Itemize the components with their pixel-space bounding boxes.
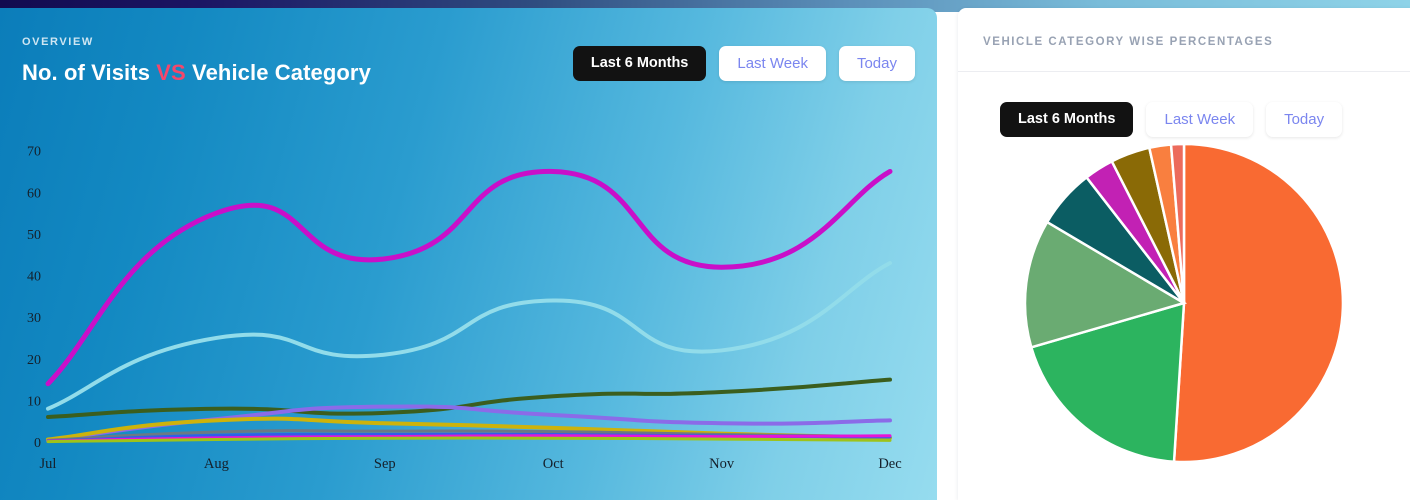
pie-chart-area bbox=[958, 140, 1410, 480]
svg-text:70: 70 bbox=[27, 145, 41, 160]
right-range-today-button[interactable]: Today bbox=[1266, 102, 1343, 138]
line-series-1 bbox=[45, 168, 893, 387]
line-chart-svg: 0 10 20 30 40 50 60 70 Jul Aug Sep Oct Nov Dec bbox=[27, 145, 902, 472]
left-range-last-6-months-button[interactable]: Last 6 Months bbox=[572, 46, 707, 81]
pie-slice-2[interactable] bbox=[1029, 301, 1186, 464]
svg-text:40: 40 bbox=[27, 270, 41, 285]
title-part-two: Vehicle Category bbox=[192, 60, 371, 85]
pie-chart-svg bbox=[1023, 142, 1345, 464]
overview-label: OVERVIEW bbox=[22, 36, 94, 48]
line-series-group bbox=[45, 168, 893, 444]
vehicle-category-percentages-card: VEHICLE CATEGORY WISE PERCENTAGES Last 6… bbox=[958, 8, 1410, 500]
svg-text:Oct: Oct bbox=[543, 456, 564, 472]
svg-text:0: 0 bbox=[34, 436, 41, 451]
page-title: No. of Visits VS Vehicle Category bbox=[22, 60, 371, 86]
line-series-9 bbox=[46, 436, 892, 444]
svg-text:Sep: Sep bbox=[374, 456, 396, 472]
pie-slice-group bbox=[1023, 142, 1345, 464]
svg-text:20: 20 bbox=[27, 353, 41, 368]
line-series-8 bbox=[46, 434, 892, 443]
svg-text:50: 50 bbox=[27, 228, 41, 243]
svg-text:Nov: Nov bbox=[709, 456, 735, 472]
svg-text:Jul: Jul bbox=[40, 456, 57, 472]
pie-slice-1[interactable] bbox=[1172, 142, 1345, 464]
svg-text:Aug: Aug bbox=[204, 456, 229, 472]
left-range-today-button[interactable]: Today bbox=[838, 46, 915, 82]
right-range-button-group: Last 6 Months Last Week Today bbox=[1000, 102, 1343, 138]
x-axis-tick-labels: Jul Aug Sep Oct Nov Dec bbox=[40, 456, 902, 472]
line-series-6 bbox=[46, 429, 892, 442]
svg-text:30: 30 bbox=[27, 311, 41, 326]
svg-text:Dec: Dec bbox=[878, 456, 901, 472]
title-part-one: No. of Visits bbox=[22, 60, 151, 85]
right-card-header: VEHICLE CATEGORY WISE PERCENTAGES bbox=[958, 8, 1410, 72]
svg-text:10: 10 bbox=[27, 394, 41, 409]
visits-vs-vehicle-category-card: OVERVIEW No. of Visits VS Vehicle Catego… bbox=[0, 8, 937, 500]
right-card-title: VEHICLE CATEGORY WISE PERCENTAGES bbox=[983, 36, 1274, 48]
right-range-last-week-button[interactable]: Last Week bbox=[1146, 102, 1254, 138]
pie-slice-3[interactable] bbox=[1023, 220, 1188, 349]
svg-text:60: 60 bbox=[27, 186, 41, 201]
left-range-button-group: Last 6 Months Last Week Today bbox=[572, 46, 915, 82]
line-series-3 bbox=[46, 377, 892, 420]
line-series-2 bbox=[46, 261, 892, 411]
right-range-last-6-months-button[interactable]: Last 6 Months bbox=[1000, 102, 1134, 137]
left-range-last-week-button[interactable]: Last Week bbox=[719, 46, 826, 82]
line-chart-plot-area: 0 10 20 30 40 50 60 70 Jul Aug Sep Oct Nov Dec bbox=[0, 116, 937, 500]
y-axis-tick-labels: 0 10 20 30 40 50 60 70 bbox=[27, 145, 41, 451]
pie-slice-8[interactable] bbox=[1169, 142, 1186, 304]
title-vs-accent: VS bbox=[156, 60, 186, 85]
